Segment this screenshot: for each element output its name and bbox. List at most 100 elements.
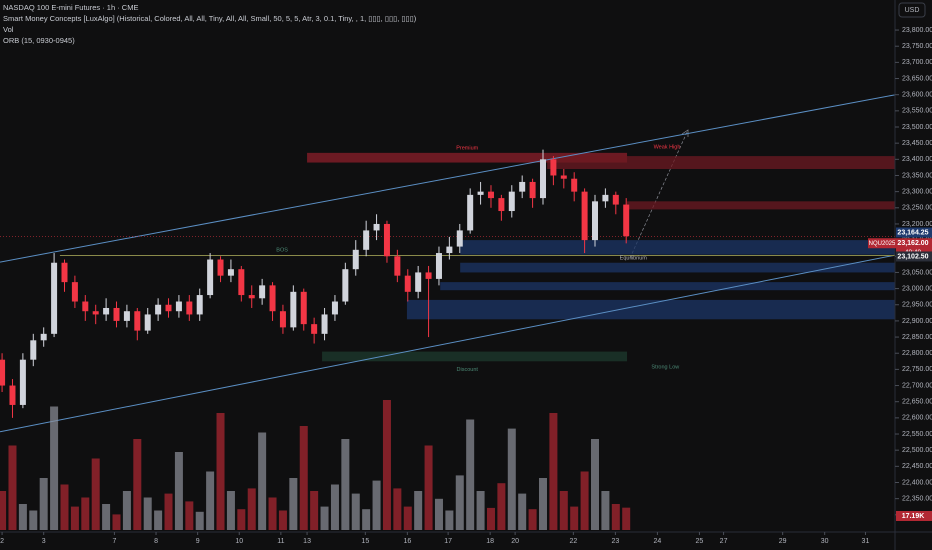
volume-tag-text: 17.19K [902, 513, 925, 520]
zone [627, 201, 895, 210]
volume-bar [466, 419, 475, 530]
volume-bar [362, 509, 371, 530]
volume-bar [112, 514, 121, 530]
last-price-tag: 23,164.25 [896, 227, 932, 238]
y-tick-label: 22,400.00 [902, 479, 932, 486]
candle-body [415, 272, 422, 292]
y-tick-label: 22,350.00 [902, 495, 932, 502]
annotation: Equilibrium [620, 255, 648, 261]
volume-bar [289, 478, 298, 530]
candle-body [290, 291, 297, 328]
volume-tag: 17.19K [896, 511, 932, 521]
x-tick-label: 31 [862, 538, 870, 545]
candle-body [612, 194, 619, 205]
y-tick-label: 23,700.00 [902, 59, 932, 66]
y-tick-label: 23,400.00 [902, 156, 932, 163]
volume-bar [195, 511, 204, 530]
candle-body [467, 194, 474, 231]
y-tick-label: 23,200.00 [902, 221, 932, 228]
candle-body [581, 191, 588, 241]
candle-body [175, 301, 182, 312]
candle-body [238, 269, 245, 296]
candle-body [623, 204, 630, 237]
candle-body [113, 307, 120, 321]
candle-body [144, 314, 151, 331]
volume-bar [559, 491, 568, 530]
chart-title: NASDAQ 100 E-mini Futures · 1h · CME [3, 3, 138, 12]
candle-body [602, 194, 609, 202]
candle-body [0, 359, 6, 386]
volume-bar [164, 493, 173, 530]
level-tag: 23,102.50 [896, 251, 932, 262]
y-tick-label: 22,600.00 [902, 415, 932, 422]
volume-bar [268, 497, 277, 530]
candle-body [217, 259, 224, 276]
volume-bar [8, 445, 17, 530]
volume-bar [538, 478, 547, 530]
y-tick-label: 23,750.00 [902, 43, 932, 50]
trend-line [0, 94, 895, 263]
y-tick-label: 22,500.00 [902, 447, 932, 454]
volume-bar [414, 491, 423, 530]
candle-body [92, 311, 99, 315]
price-tag-bg [868, 238, 896, 249]
volume-bar [403, 506, 412, 530]
volume-bar [70, 506, 79, 530]
zone [460, 262, 895, 273]
x-tick-label: 24 [654, 538, 662, 545]
candle-body [435, 253, 442, 279]
annotation: Strong Low [651, 365, 679, 371]
candle-body [30, 340, 37, 360]
volume-bar [154, 510, 163, 530]
y-tick-label: 23,600.00 [902, 92, 932, 99]
x-tick-label: 18 [486, 538, 494, 545]
candle-body [196, 295, 203, 315]
candle-body [186, 301, 193, 315]
candle-body [446, 246, 453, 254]
price-label: 23,162.00 [897, 240, 928, 247]
volume-bar [570, 506, 579, 530]
candle-body [487, 191, 494, 199]
projection-arrow [629, 129, 689, 259]
plot-area: Premium Equilibrium Discount BOS Weak High St… [0, 94, 895, 530]
candle-body [207, 259, 214, 296]
candle-body [394, 256, 401, 276]
x-tick-label: 15 [361, 538, 369, 545]
currency-button[interactable] [898, 2, 926, 18]
volume-bar [320, 506, 329, 530]
volume-bar [341, 439, 350, 530]
volume-bar [50, 406, 59, 530]
candle-body [227, 269, 234, 276]
candle-body [519, 181, 526, 192]
y-tick-label: 23,550.00 [902, 108, 932, 115]
x-tick-label: 23 [611, 538, 619, 545]
zone [406, 299, 895, 320]
volume-bar [591, 439, 600, 530]
volume-bar [330, 484, 339, 530]
volume-bar [434, 498, 443, 530]
volume-bar [372, 480, 381, 530]
candle-body [269, 285, 276, 312]
candle-body [155, 304, 162, 315]
volume-bar [185, 501, 194, 530]
y-tick-label: 23,300.00 [902, 188, 932, 195]
volume-bar [237, 509, 246, 530]
candle-body [82, 301, 89, 312]
volume-bar [247, 488, 256, 530]
zone [547, 156, 895, 170]
currency[interactable]: USD [905, 7, 920, 14]
volume-bar [60, 484, 69, 530]
volume-bar [81, 497, 90, 530]
x-tick-label: 16 [403, 538, 411, 545]
x-tick-label: 8 [154, 538, 158, 545]
last-price-tag-bg [896, 227, 932, 238]
level-tag-text: 23,102.50 [897, 253, 928, 260]
y-tick-label: 23,650.00 [902, 75, 932, 82]
volume-bar [310, 491, 319, 530]
y-tick-label: 22,650.00 [902, 399, 932, 406]
annotation: Weak High [654, 144, 681, 150]
volume-bar [476, 491, 485, 530]
volume-bar [528, 509, 537, 530]
volume-bar [278, 510, 287, 530]
